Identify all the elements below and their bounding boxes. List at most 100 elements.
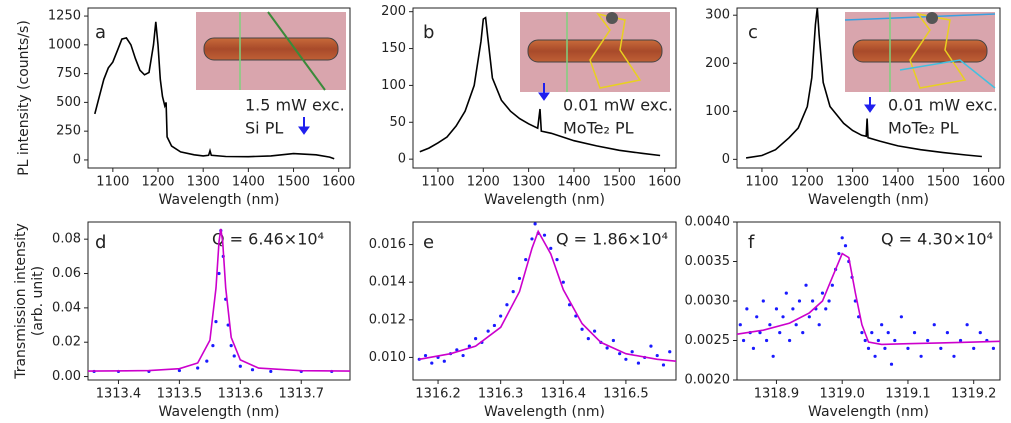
data-point: [561, 280, 565, 284]
data-point: [580, 327, 584, 331]
x-tick-label: 1400: [881, 175, 914, 190]
data-point: [899, 315, 903, 319]
data-point: [781, 315, 785, 319]
data-point: [229, 344, 233, 348]
x-axis-label: Wavelength (nm): [159, 404, 280, 420]
data-point: [939, 346, 943, 350]
data-point: [876, 338, 880, 343]
data-point: [771, 354, 775, 358]
data-point: [880, 323, 884, 327]
x-tick-label: 1200: [467, 175, 500, 190]
y-tick-label: 0.014: [369, 275, 406, 290]
x-tick-label: 1300: [512, 175, 545, 190]
data-point: [624, 357, 628, 361]
y-tick-label: 150: [381, 41, 406, 56]
data-point: [474, 337, 478, 341]
y-tick-label: 1250: [48, 9, 81, 24]
data-point: [919, 354, 923, 358]
y-tick-label: 0: [398, 152, 406, 167]
data-point: [886, 331, 890, 335]
y-tick-label: 0.08: [52, 232, 81, 247]
x-tick-label: 1100: [745, 175, 778, 190]
inset-image: [844, 12, 996, 92]
x-tick-label: 1318.9: [754, 387, 800, 402]
data-point: [978, 331, 982, 335]
x-tick-label: 1319.0: [819, 387, 865, 402]
data-point: [196, 366, 200, 370]
data-point: [883, 346, 887, 350]
y-tick-label: 0.04: [52, 300, 81, 315]
panel-label: c: [748, 22, 758, 43]
data-point: [761, 299, 765, 303]
x-axis-label: Wavelength (nm): [808, 192, 929, 208]
data-point: [791, 307, 795, 311]
data-point: [269, 369, 273, 374]
data-point: [555, 258, 559, 262]
data-point: [430, 361, 434, 365]
data-point: [205, 359, 209, 363]
inset-image: [520, 12, 670, 92]
y-tick-label: 750: [56, 66, 81, 81]
data-point: [611, 338, 615, 343]
annotation: 0.01 mW exc.: [888, 96, 998, 115]
data-point: [972, 346, 976, 350]
x-tick-label: 1316.3: [478, 387, 524, 402]
y-tick-label: 500: [56, 95, 81, 110]
data-point: [605, 346, 609, 350]
data-point: [906, 346, 910, 350]
data-point: [837, 252, 841, 256]
y-tick-label: 200: [705, 56, 730, 71]
data-point: [830, 283, 834, 287]
arrow: [298, 83, 876, 135]
data-point: [893, 338, 897, 343]
data-line: [736, 252, 1001, 346]
data-point: [932, 323, 936, 327]
x-tick-label: 1316.4: [541, 387, 587, 402]
data-point: [486, 329, 490, 333]
data-point: [741, 338, 746, 343]
data-point: [517, 276, 522, 281]
panel-label: f: [748, 232, 755, 253]
data-point: [211, 344, 215, 348]
data-point: [952, 354, 956, 358]
x-tick-label: 1319.2: [951, 387, 997, 402]
y-tick-label: 200: [381, 4, 406, 19]
y-tick-label: 1000: [48, 37, 81, 52]
y-tick-label: 0.02: [52, 335, 81, 350]
x-tick-label: 1600: [648, 175, 681, 190]
data-point: [455, 348, 459, 352]
annotation: Si PL: [245, 119, 283, 138]
panel-label: b: [423, 22, 434, 43]
x-tick-label: 1600: [322, 175, 355, 190]
data-point: [238, 364, 242, 368]
x-tick-label: 1300: [187, 175, 220, 190]
y-tick-label: 0: [73, 152, 81, 167]
data-point: [214, 320, 218, 324]
panel-label: e: [423, 232, 434, 253]
data-point: [461, 353, 465, 358]
data-point: [843, 244, 848, 248]
data-point: [217, 271, 221, 276]
data-point: [745, 307, 749, 311]
data-point: [755, 315, 759, 319]
data-point: [824, 307, 828, 311]
y-tick-label: 50: [389, 115, 406, 130]
data-point: [655, 353, 659, 358]
x-tick-label: 1200: [141, 175, 174, 190]
data-point: [774, 307, 779, 311]
x-tick-label: 1313.7: [279, 387, 325, 402]
plot-frame: [412, 7, 677, 169]
data-point: [811, 299, 815, 303]
data-point: [991, 346, 996, 350]
data-point: [586, 337, 590, 341]
y-tick-label: 0.016: [369, 237, 406, 252]
data-line: [419, 16, 661, 157]
data-point: [751, 346, 756, 350]
x-tick-label: 1313.6: [218, 387, 264, 402]
inset-image: [196, 11, 346, 91]
annotation: 1.5 mW exc.: [245, 96, 345, 115]
y-tick-label: 0: [722, 152, 730, 167]
x-tick-label: 1313.5: [157, 387, 203, 402]
data-point: [758, 331, 762, 335]
